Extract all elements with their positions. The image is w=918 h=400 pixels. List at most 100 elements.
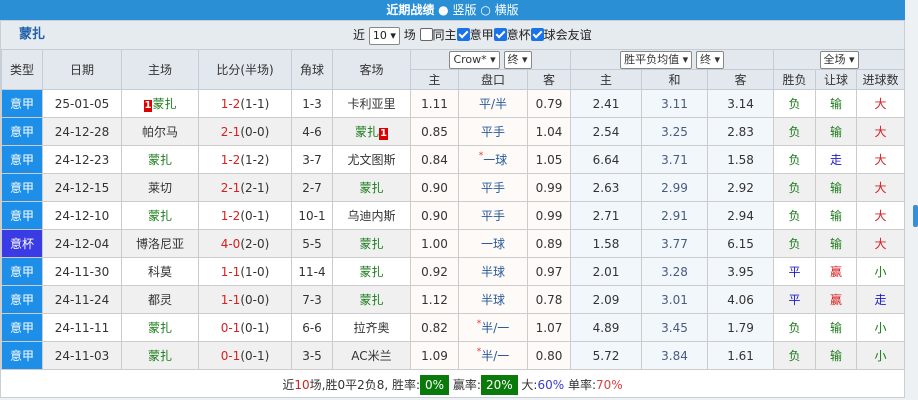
away-team-name[interactable]: 蒙扎 (359, 237, 384, 251)
europe-final-select[interactable]: 终 ▾ (695, 50, 724, 69)
away-team-name[interactable]: 蒙扎 (355, 125, 380, 139)
score-cell[interactable]: 1-1(1-0) (198, 257, 292, 286)
score-cell[interactable]: 1-2(1-2) (198, 145, 292, 174)
company-select[interactable]: Crow* ▾ (449, 50, 500, 69)
match-type[interactable]: 意甲 (1, 341, 43, 370)
avg-select[interactable]: 胜平负均值 ▾ (620, 50, 693, 69)
europe-away-odds: 3.95 (707, 257, 775, 286)
score-cell[interactable]: 1-1(0-0) (198, 285, 292, 314)
match-type[interactable]: 意甲 (1, 173, 43, 202)
score-cell[interactable]: 2-1(2-1) (198, 173, 292, 202)
same-home-label: 同主 (432, 28, 457, 42)
match-count-select[interactable]: 10 ▾ (368, 26, 400, 45)
home-team-name[interactable]: 蒙扎 (147, 321, 172, 335)
home-team-name[interactable]: 蒙扎 (147, 349, 172, 363)
handicap-result: 输 (815, 229, 858, 258)
team-name: 蒙扎 (19, 27, 46, 42)
away-team-name[interactable]: 蒙扎 (359, 265, 384, 279)
away-team-name[interactable]: 蒙扎 (359, 293, 384, 307)
summary-text: 赢率: (449, 378, 481, 392)
home-team-name[interactable]: 蒙扎 (147, 209, 172, 223)
corner-score: 11-4 (291, 257, 333, 286)
home-team-name[interactable]: 莱切 (147, 181, 172, 195)
europe-home-odds: 2.01 (570, 257, 643, 286)
star-mark: * (476, 319, 482, 329)
goals-result: 大 (856, 145, 906, 174)
away-team-name[interactable]: AC米兰 (351, 349, 392, 363)
handicap-home-odds: 0.92 (410, 257, 459, 286)
friendly-checkbox[interactable] (530, 28, 544, 41)
handicap-result: 输 (815, 89, 858, 118)
score-cell[interactable]: 0-1(0-1) (198, 313, 292, 342)
scroll-handle[interactable] (913, 205, 918, 227)
col-e-home: 主 (570, 69, 643, 90)
score-cell[interactable]: 0-1(0-1) (198, 341, 292, 370)
away-team-name[interactable]: 拉齐奥 (353, 321, 390, 335)
away-team-name[interactable]: 乌迪内斯 (347, 209, 396, 223)
away-team-name[interactable]: 蒙扎 (359, 181, 384, 195)
home-team-name[interactable]: 蒙扎 (147, 153, 172, 167)
match-type[interactable]: 意甲 (1, 257, 43, 286)
home-team-name[interactable]: 博洛尼亚 (135, 237, 184, 251)
handicap-line-cell: 半球 (458, 257, 528, 286)
serie-a-label: 意甲 (469, 28, 494, 42)
home-cell: 都灵 (121, 285, 199, 314)
handicap-home-odds: 1.11 (410, 89, 459, 118)
match-type[interactable]: 意甲 (1, 145, 43, 174)
away-cell: 蒙扎 (332, 173, 411, 202)
europe-away-odds: 2.83 (707, 117, 775, 146)
handicap-selects: Crow* ▾ 终 ▾ (409, 49, 572, 70)
handicap-final-select[interactable]: 终 ▾ (503, 50, 532, 69)
match-date: 24-12-28 (42, 117, 122, 146)
home-team-name[interactable]: 帕尔马 (141, 125, 178, 139)
handicap-line: 半球 (480, 293, 505, 307)
match-type[interactable]: 意甲 (1, 285, 43, 314)
serie-a-checkbox[interactable] (456, 28, 470, 41)
match-table: 类型 日期 主场 比分(半场) 角球 客场 Crow* ▾ 终 ▾ 胜平负均值 … (1, 49, 906, 370)
full-score: 4-0 (220, 236, 241, 251)
coppa-checkbox[interactable] (493, 28, 507, 41)
radio-vertical[interactable]: ● (438, 3, 449, 17)
horizontal-label: 横版 (494, 3, 519, 17)
match-date: 24-12-15 (42, 173, 122, 202)
away-cell: 蒙扎 (332, 285, 411, 314)
europe-away-odds: 1.79 (707, 313, 775, 342)
handicap-away-odds: 0.80 (526, 341, 572, 370)
handicap-line-cell: 一球 (458, 229, 528, 258)
goals-result: 大 (856, 173, 906, 202)
handicap-line-cell: *半/一 (458, 341, 528, 370)
away-cell: 尤文图斯 (332, 145, 411, 174)
match-type[interactable]: 意杯 (1, 229, 43, 258)
home-team-name[interactable]: 蒙扎 (152, 97, 177, 111)
home-cell: 莱切 (121, 173, 199, 202)
same-home-checkbox[interactable] (419, 28, 433, 41)
handicap-home-odds: 0.90 (410, 173, 459, 202)
away-team-name[interactable]: 尤文图斯 (347, 153, 396, 167)
table-row: 意甲 24-12-15 莱切 2-1(2-1) 2-7 蒙扎 0.90 平手 0… (1, 173, 906, 202)
match-result: 负 (773, 145, 817, 174)
handicap-line: 半/一 (481, 321, 510, 335)
scope-select[interactable]: 全场 ▾ (819, 50, 859, 69)
col-h-home: 主 (410, 69, 459, 90)
handicap-away-odds: 0.99 (526, 201, 572, 230)
radio-horizontal[interactable]: ○ (480, 3, 491, 17)
goals-result: 小 (856, 313, 906, 342)
col-score: 比分(半场) (198, 49, 292, 90)
score-cell[interactable]: 1-2(0-1) (198, 201, 292, 230)
table-row: 意甲 25-01-05 1蒙扎 1-2(1-1) 1-3 卡利亚里 1.11 平… (1, 89, 906, 118)
away-team-name[interactable]: 卡利亚里 (347, 97, 396, 111)
match-type[interactable]: 意甲 (1, 313, 43, 342)
match-type[interactable]: 意甲 (1, 201, 43, 230)
handicap-away-odds: 1.07 (526, 313, 572, 342)
match-date: 24-11-11 (42, 313, 122, 342)
score-cell[interactable]: 2-1(0-0) (198, 117, 292, 146)
match-type[interactable]: 意甲 (1, 117, 43, 146)
score-cell[interactable]: 1-2(1-1) (198, 89, 292, 118)
handicap-line-cell: 平手 (458, 117, 528, 146)
score-cell[interactable]: 4-0(2-0) (198, 229, 292, 258)
match-type[interactable]: 意甲 (1, 89, 43, 118)
europe-home-odds: 2.71 (570, 201, 643, 230)
home-team-name[interactable]: 科莫 (147, 265, 172, 279)
handicap-result: 输 (815, 201, 858, 230)
home-team-name[interactable]: 都灵 (147, 293, 172, 307)
